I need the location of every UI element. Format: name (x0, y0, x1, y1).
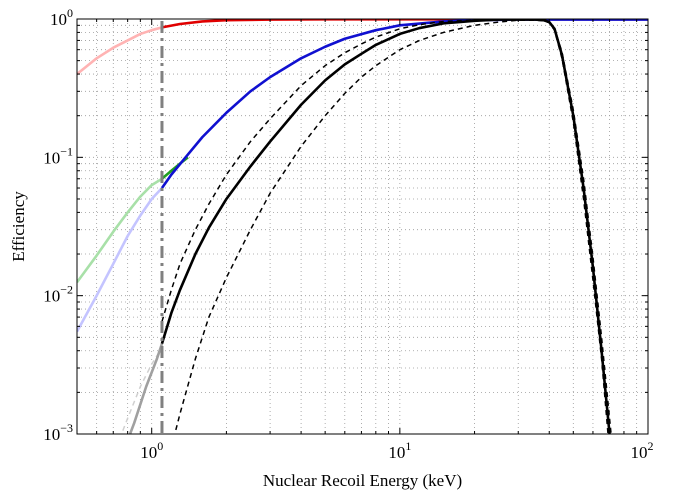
series-line (120, 347, 163, 434)
plot-series (77, 19, 648, 434)
series-line (161, 19, 609, 434)
series-line (128, 343, 164, 434)
x-tick-label: 101 (388, 439, 411, 462)
axis-ticks (76, 18, 649, 435)
y-tick-label: 10−1 (43, 144, 73, 167)
x-tick-label: 100 (140, 439, 163, 462)
y-axis-label: Efficiency (9, 191, 28, 262)
x-axis-label: Nuclear Recoil Energy (keV) (263, 471, 462, 490)
y-tick-label: 100 (50, 6, 73, 29)
series-line (77, 187, 163, 333)
y-tick-label: 10−2 (43, 283, 73, 306)
series-line (160, 19, 611, 434)
tick-labels: 100 101 102 10−3 10−2 10−1 100 (43, 6, 653, 462)
series-line (174, 19, 612, 434)
plot-frame (76, 18, 649, 435)
series-line (77, 177, 163, 284)
series-line (77, 26, 163, 76)
x-tick-label: 102 (631, 439, 654, 462)
y-tick-label: 10−3 (43, 421, 73, 444)
